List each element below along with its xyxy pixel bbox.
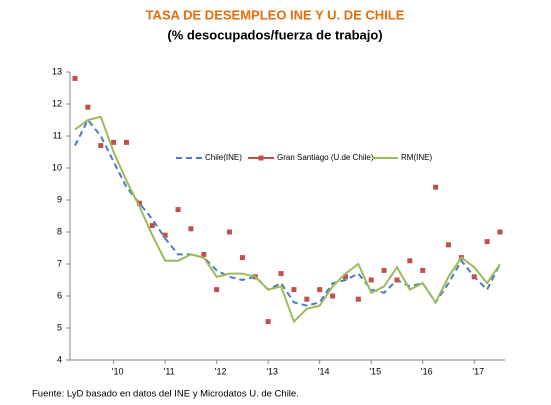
marker <box>136 200 142 206</box>
marker <box>420 267 426 273</box>
marker <box>265 319 271 325</box>
marker <box>304 296 310 302</box>
marker <box>227 229 233 235</box>
source-note: Fuente: LyD basado en datos del INE y Mi… <box>32 389 299 400</box>
marker <box>445 242 451 248</box>
legend-marker <box>258 155 264 161</box>
chart-subtitle: (% desocupados/fuerza de trabajo) <box>167 27 382 42</box>
x-tick-label: '13 <box>266 366 278 376</box>
marker <box>381 267 387 273</box>
y-tick-label: 7 <box>57 258 62 268</box>
y-tick-label: 10 <box>52 162 62 172</box>
legend-label: RM(INE) <box>401 153 432 162</box>
marker <box>149 223 155 229</box>
legend-label: Gran Santiago (U.de Chile) <box>277 153 374 162</box>
marker <box>278 271 284 277</box>
y-tick-label: 4 <box>57 354 62 364</box>
x-tick-label: '15 <box>369 366 381 376</box>
y-tick-label: 13 <box>52 66 62 76</box>
marker <box>317 287 323 293</box>
x-tick-label: '10 <box>112 366 124 376</box>
marker <box>330 293 336 299</box>
y-tick-label: 9 <box>57 194 62 204</box>
marker <box>175 207 181 213</box>
marker <box>239 255 245 261</box>
series-line <box>74 115 501 324</box>
marker <box>188 226 194 232</box>
y-tick-label: 8 <box>57 226 62 236</box>
marker <box>407 258 413 264</box>
marker <box>342 274 348 280</box>
marker <box>291 287 297 293</box>
x-tick-label: '17 <box>472 366 484 376</box>
marker <box>162 232 168 238</box>
marker <box>355 296 361 302</box>
marker <box>98 143 104 149</box>
marker <box>111 139 117 145</box>
x-tick-label: '12 <box>215 366 227 376</box>
marker <box>471 274 477 280</box>
marker <box>368 277 374 283</box>
y-tick-label: 12 <box>52 98 62 108</box>
marker <box>484 239 490 245</box>
marker <box>72 75 78 81</box>
marker <box>85 104 91 110</box>
marker <box>433 184 439 190</box>
y-tick-label: 5 <box>57 322 62 332</box>
x-tick-label: '11 <box>164 366 175 376</box>
y-tick-label: 11 <box>53 130 62 140</box>
chart-title: TASA DE DESEMPLEO INE Y U. DE CHILE <box>146 7 405 22</box>
x-tick-label: '14 <box>318 366 330 376</box>
x-tick-label: '16 <box>421 366 433 376</box>
marker <box>201 251 207 257</box>
marker <box>124 139 130 145</box>
legend-label: Chile(INE) <box>205 153 242 162</box>
marker <box>214 287 220 293</box>
marker <box>497 229 503 235</box>
marker <box>394 277 400 283</box>
y-tick-label: 6 <box>57 290 62 300</box>
